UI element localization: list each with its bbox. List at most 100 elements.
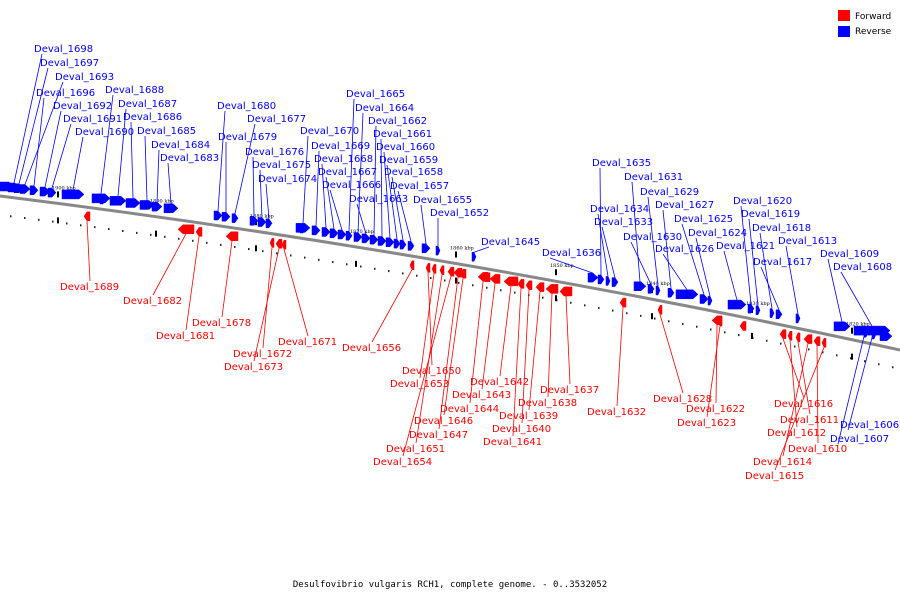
gene-label[interactable]: Deval_1639 [499,411,558,422]
gene-label[interactable]: Deval_1682 [123,296,182,307]
reverse-gene-arrow[interactable] [795,313,801,324]
gene-label[interactable]: Deval_1690 [75,127,134,138]
gene-label[interactable]: Deval_1681 [156,331,215,342]
reverse-gene-arrow[interactable] [231,213,239,223]
reverse-gene-arrow[interactable] [151,201,163,212]
gene-label[interactable]: Deval_1611 [780,415,839,426]
gene-label[interactable]: Deval_1638 [518,398,577,409]
gene-label[interactable]: Deval_1630 [623,232,682,243]
gene-label[interactable]: Deval_1610 [788,444,847,455]
forward-gene-arrow[interactable] [489,274,501,284]
gene-label[interactable]: Deval_1673 [224,362,283,373]
reverse-gene-arrow[interactable] [597,274,605,285]
gene-label[interactable]: Deval_1620 [733,196,792,207]
forward-gene-arrow[interactable] [503,276,519,287]
reverse-gene-arrow[interactable] [221,211,231,222]
gene-label[interactable]: Deval_1643 [452,390,511,401]
gene-label[interactable]: Deval_1693 [55,72,114,83]
reverse-gene-arrow[interactable] [249,216,259,226]
reverse-gene-arrow[interactable] [0,181,15,192]
forward-gene-arrow[interactable] [657,305,663,315]
forward-gene-arrow[interactable] [779,329,787,339]
gene-label[interactable]: Deval_1670 [300,126,359,137]
reverse-gene-arrow[interactable] [19,184,31,194]
reverse-gene-arrow[interactable] [587,272,599,283]
forward-gene-arrow[interactable] [717,316,723,327]
gene-label[interactable]: Deval_1684 [151,140,210,151]
gene-label[interactable]: Deval_1624 [688,228,747,239]
gene-label[interactable]: Deval_1685 [137,126,196,137]
forward-gene-arrow[interactable] [83,211,91,222]
forward-gene-arrow[interactable] [739,321,747,331]
gene-label[interactable]: Deval_1623 [677,418,736,429]
reverse-gene-arrow[interactable] [833,321,851,332]
forward-gene-arrow[interactable] [795,332,801,343]
reverse-gene-arrow[interactable] [377,236,387,246]
reverse-gene-arrow[interactable] [385,237,395,248]
gene-label[interactable]: Deval_1678 [192,318,251,329]
forward-gene-arrow[interactable] [225,231,239,242]
gene-label[interactable]: Deval_1625 [674,214,733,225]
gene-label[interactable]: Deval_1683 [160,153,219,164]
gene-label[interactable]: Deval_1652 [430,208,489,219]
forward-gene-arrow[interactable] [425,263,431,273]
reverse-gene-arrow[interactable] [109,196,127,206]
gene-label[interactable]: Deval_1644 [440,404,499,415]
gene-label[interactable]: Deval_1651 [386,444,445,455]
gene-label[interactable]: Deval_1658 [384,167,443,178]
gene-label[interactable]: Deval_1671 [278,337,337,348]
gene-label[interactable]: Deval_1617 [753,257,812,268]
gene-label[interactable]: Deval_1672 [233,349,292,360]
reverse-gene-arrow[interactable] [125,198,141,208]
forward-gene-arrow[interactable] [195,227,203,237]
gene-label[interactable]: Deval_1660 [376,142,435,153]
forward-gene-arrow[interactable] [409,260,415,270]
forward-gene-arrow[interactable] [803,334,813,344]
gene-label[interactable]: Deval_1621 [716,241,775,252]
gene-label[interactable]: Deval_1642 [470,377,529,388]
gene-label[interactable]: Deval_1689 [60,282,119,293]
reverse-gene-arrow[interactable] [61,189,85,200]
reverse-gene-arrow[interactable] [863,327,869,338]
forward-gene-arrow[interactable] [447,266,455,277]
forward-gene-arrow[interactable] [813,336,821,346]
gene-label[interactable]: Deval_1686 [123,112,182,123]
gene-label[interactable]: Deval_1698 [34,44,93,55]
reverse-gene-arrow[interactable] [265,218,273,229]
gene-label[interactable]: Deval_1653 [390,379,449,390]
forward-gene-arrow[interactable] [787,331,793,341]
gene-label[interactable]: Deval_1647 [409,430,468,441]
forward-gene-arrow[interactable] [177,224,195,235]
gene-label[interactable]: Deval_1612 [767,428,826,439]
gene-label[interactable]: Deval_1677 [247,114,306,125]
gene-label[interactable]: Deval_1663 [349,194,408,205]
gene-label[interactable]: Deval_1697 [40,58,99,69]
reverse-gene-arrow[interactable] [471,252,477,262]
gene-label[interactable]: Deval_1687 [118,99,177,110]
gene-label[interactable]: Deval_1656 [342,343,401,354]
gene-label[interactable]: Deval_1614 [753,457,812,468]
reverse-gene-arrow[interactable] [399,239,407,250]
gene-label[interactable]: Deval_1613 [778,236,837,247]
forward-gene-arrow[interactable] [459,268,467,279]
reverse-gene-arrow[interactable] [667,288,675,298]
gene-label[interactable]: Deval_1615 [745,471,804,482]
forward-gene-arrow[interactable] [439,265,445,276]
gene-label[interactable]: Deval_1646 [414,416,473,427]
gene-label[interactable]: Deval_1636 [542,248,601,259]
forward-gene-arrow[interactable] [517,279,525,289]
reverse-gene-arrow[interactable] [407,241,415,251]
reverse-gene-arrow[interactable] [775,309,783,320]
gene-label[interactable]: Deval_1667 [318,167,377,178]
gene-label[interactable]: Deval_1634 [590,204,649,215]
reverse-gene-arrow[interactable] [871,329,877,340]
reverse-gene-arrow[interactable] [421,243,431,253]
forward-gene-arrow[interactable] [269,238,275,248]
gene-label[interactable]: Deval_1632 [587,407,646,418]
reverse-gene-arrow[interactable] [345,231,353,241]
gene-label[interactable]: Deval_1631 [624,172,683,183]
gene-label[interactable]: Deval_1675 [252,160,311,171]
reverse-gene-arrow[interactable] [727,299,747,310]
gene-label[interactable]: Deval_1626 [655,244,714,255]
reverse-gene-arrow[interactable] [879,331,893,341]
